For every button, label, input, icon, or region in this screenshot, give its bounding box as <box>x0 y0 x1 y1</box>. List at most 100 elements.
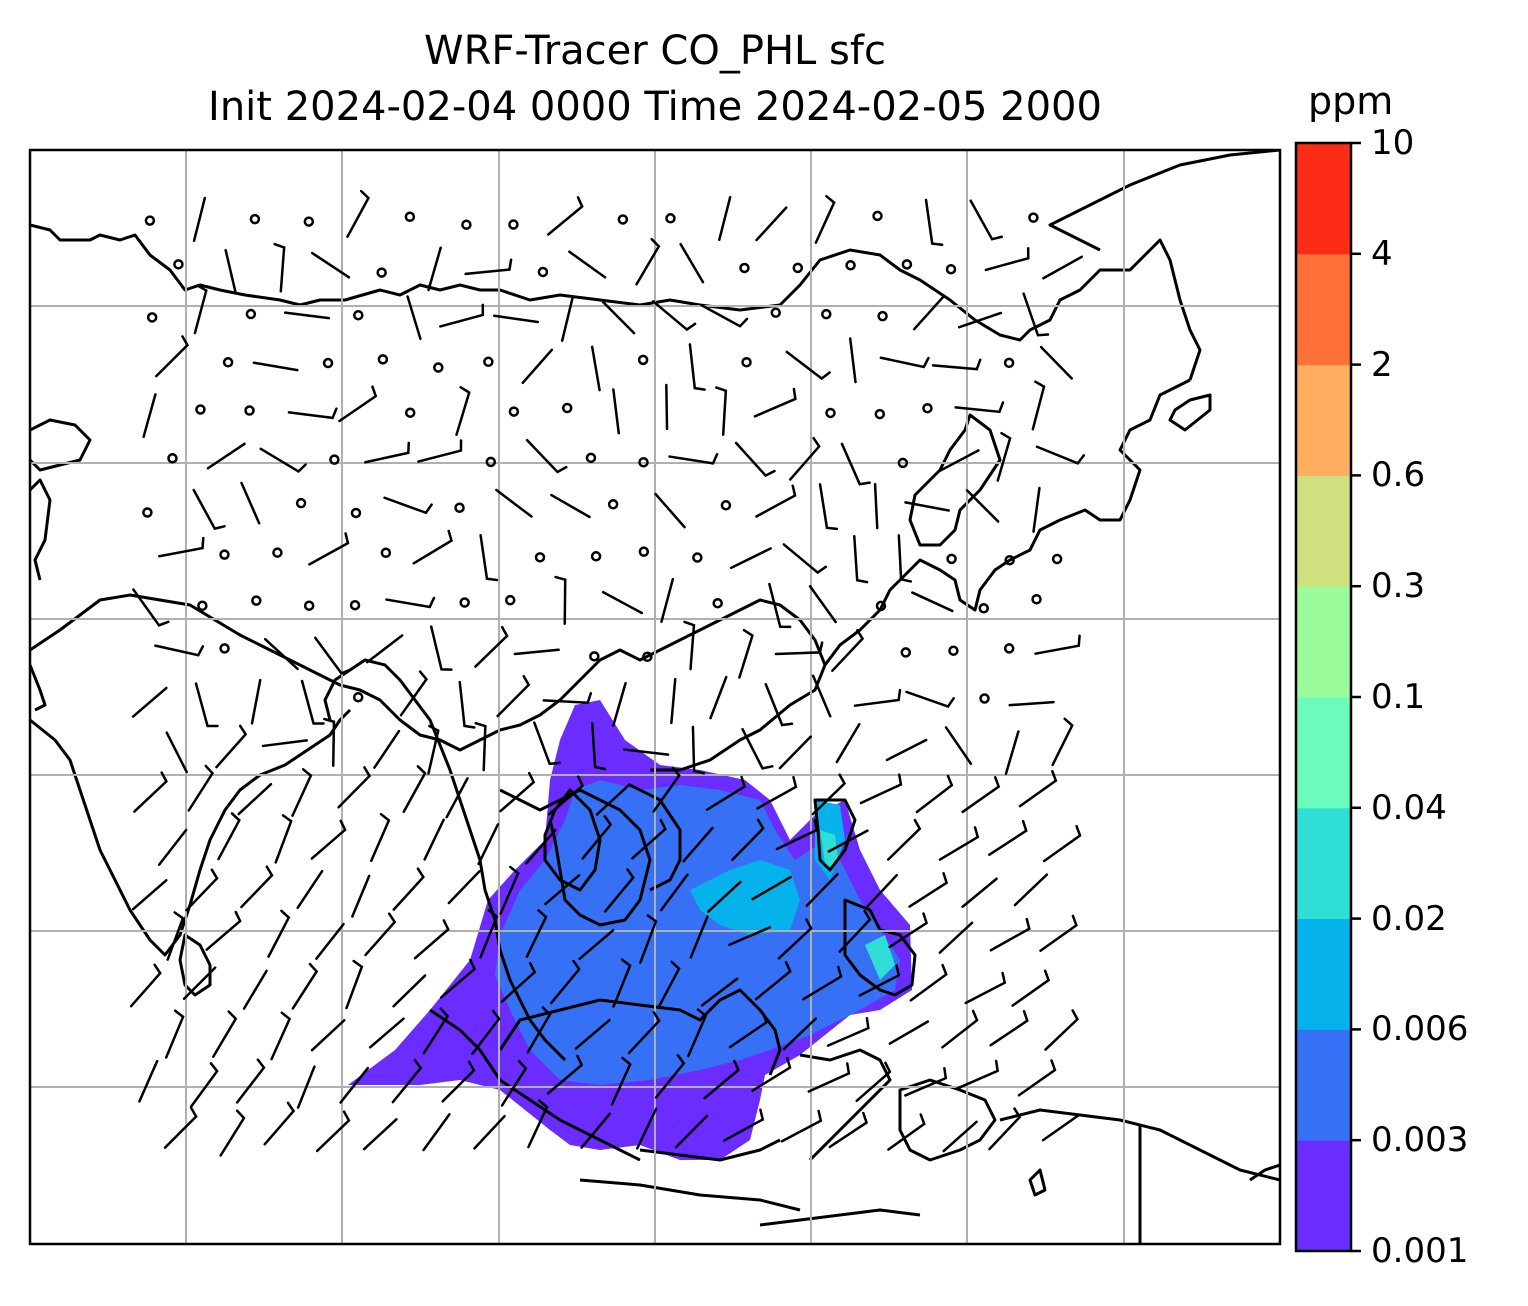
calm-wind-marker <box>483 356 494 368</box>
colorbar-band <box>1296 475 1351 587</box>
wind-barb <box>314 636 352 675</box>
calm-wind-marker <box>1004 554 1015 566</box>
wind-barb <box>855 1061 892 1103</box>
wind-barb <box>996 431 1012 482</box>
wind-barb <box>547 775 585 816</box>
wind-barb <box>464 258 513 276</box>
wind-barb <box>601 590 644 615</box>
calm-wind-marker <box>900 647 912 658</box>
wind-barb <box>310 251 351 279</box>
calm-wind-marker <box>433 362 444 373</box>
calm-wind-marker <box>303 216 315 227</box>
wind-barb <box>703 1059 740 1100</box>
wind-barb <box>722 1108 765 1142</box>
wind-barb <box>941 1009 979 1049</box>
wind-barb <box>525 828 557 865</box>
wind-barb <box>445 777 469 819</box>
plume-high-level <box>690 860 800 935</box>
wind-barb <box>351 874 371 918</box>
wind-barb <box>263 1101 296 1146</box>
calm-wind-marker <box>712 597 723 609</box>
wind-barb <box>668 452 719 465</box>
wind-barb <box>1022 292 1050 337</box>
wind-barb <box>654 1054 686 1099</box>
calm-wind-marker <box>897 457 909 469</box>
wind-barb <box>574 1018 611 1050</box>
wind-barb <box>131 879 168 911</box>
wind-barb <box>422 1007 450 1055</box>
wind-barb <box>785 350 831 381</box>
wind-barb <box>185 868 219 912</box>
wind-barb <box>1035 445 1086 465</box>
calm-wind-marker <box>607 499 619 510</box>
wind-barb <box>261 739 308 748</box>
wind-barb <box>814 194 836 244</box>
calm-wind-marker <box>665 213 676 224</box>
colorbar <box>1294 141 1361 1253</box>
wind-barb <box>549 959 581 1005</box>
wind-barb <box>413 919 450 960</box>
wind-barb <box>578 929 615 961</box>
wind-barb <box>964 971 1007 1005</box>
calm-wind-marker <box>922 402 933 414</box>
wind-barb <box>237 782 273 816</box>
wind-barb <box>709 675 728 720</box>
wind-barb <box>471 1009 501 1055</box>
wind-barb <box>315 1110 351 1153</box>
wind-barb <box>728 1011 768 1049</box>
wind-barb <box>205 910 242 951</box>
wind-barb <box>165 731 188 774</box>
colorbar-tick-label: 2 <box>1371 344 1393 385</box>
wind-barb <box>129 963 162 1008</box>
wind-barb <box>828 1111 869 1149</box>
wind-barb <box>1041 1113 1081 1142</box>
wind-barb <box>631 818 667 860</box>
calm-wind-marker <box>322 357 334 369</box>
wind-barb <box>873 482 879 530</box>
wind-barb <box>495 488 533 518</box>
wind-barb <box>441 1060 476 1103</box>
wind-barb <box>479 534 499 582</box>
wind-barb <box>1008 700 1055 707</box>
calm-wind-marker <box>352 691 364 703</box>
wind-barb <box>267 909 291 958</box>
wind-barb <box>788 436 821 481</box>
wind-barb <box>1051 717 1074 767</box>
wind-barb <box>682 826 714 863</box>
wind-barb <box>368 1017 405 1049</box>
wind-barb <box>240 865 274 909</box>
wind-barb <box>219 1109 246 1157</box>
wind-barb <box>888 912 929 949</box>
calm-wind-marker <box>901 259 913 270</box>
calm-wind-marker <box>349 599 361 611</box>
colorbar-band <box>1296 697 1351 809</box>
calm-wind-marker <box>617 214 629 225</box>
wind-barb <box>805 872 839 908</box>
wind-barb <box>904 501 950 512</box>
wind-barb <box>391 1058 423 1104</box>
wind-barb <box>601 300 636 335</box>
calm-wind-marker <box>821 308 832 320</box>
calm-wind-marker <box>792 262 804 274</box>
wind-barb <box>610 1056 632 1106</box>
wind-barb <box>1004 730 1020 775</box>
wind-barb <box>383 496 433 515</box>
wind-barb <box>546 1054 584 1095</box>
wind-barb <box>521 348 554 385</box>
wind-barb <box>811 773 847 816</box>
wind-barb <box>287 407 338 420</box>
wind-barb <box>499 865 520 915</box>
calm-wind-marker <box>589 651 600 662</box>
wind-barb <box>339 1066 370 1104</box>
wind-barb <box>700 977 739 1007</box>
wind-barb <box>291 768 313 817</box>
calm-wind-marker <box>404 211 416 223</box>
wind-barb <box>427 724 440 775</box>
calm-wind-marker <box>144 215 156 226</box>
wind-barb <box>780 1109 823 1143</box>
wind-barb <box>542 692 593 705</box>
wind-barb <box>259 447 307 474</box>
wind-barb <box>768 582 792 629</box>
calm-wind-marker <box>222 357 234 368</box>
wind-barb <box>242 969 268 1010</box>
